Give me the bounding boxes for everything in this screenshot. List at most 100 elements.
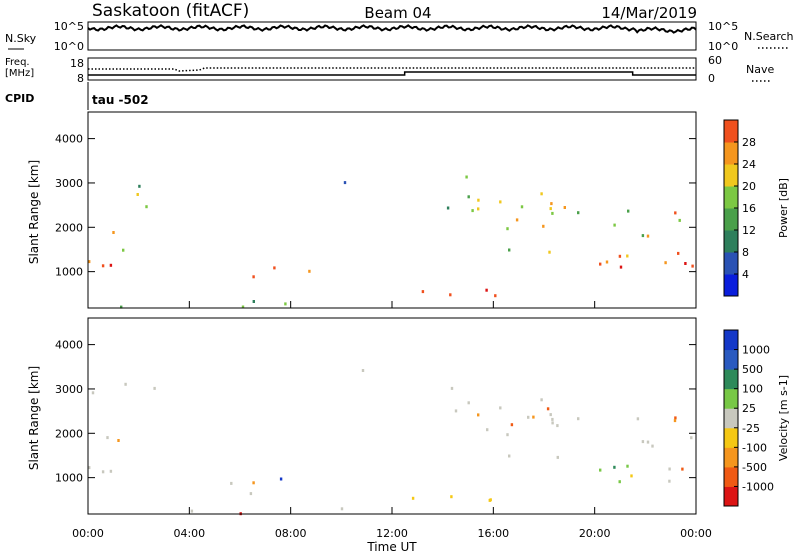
range-cell (678, 218, 681, 222)
range-cell (450, 386, 454, 390)
range-cell (690, 436, 693, 440)
range-cell (361, 369, 365, 372)
range-cell (618, 480, 621, 484)
colorbar-segment (724, 120, 738, 143)
range-cell (454, 409, 458, 413)
range-cell (494, 294, 497, 298)
freq-panel-frame (87, 57, 697, 81)
freq-panel: Freq. [MHz] 18 8 60 0 Nave (5, 54, 774, 85)
freq-trace (88, 71, 696, 76)
cpid-label: CPID (5, 92, 34, 105)
range-cell (664, 261, 667, 265)
range-cell (308, 269, 311, 273)
station-title: Saskatoon (fitACF) (92, 1, 249, 21)
range-cell (343, 181, 347, 185)
range-cell (101, 470, 105, 474)
range-cell (252, 275, 255, 279)
freq-left-tick-bottom: 8 (77, 72, 84, 85)
nave-label: Nave (746, 63, 774, 76)
x-tick-label: 16:00 (477, 527, 509, 540)
colorbar-tick-label: -100 (742, 441, 767, 454)
velocity-y-axis-label: Slant Range [km] (27, 366, 41, 470)
range-cell (486, 428, 489, 432)
freq-right-tick-top: 60 (708, 54, 722, 67)
noise-left-tick-top: 10^5 (54, 20, 84, 33)
range-cell (641, 440, 645, 444)
range-cell (230, 481, 233, 485)
colorbar-segment (724, 369, 738, 390)
range-cell (563, 206, 566, 209)
colorbar-tick-label: 24 (742, 158, 756, 171)
colorbar-tick-label: 28 (742, 136, 756, 149)
colorbar-label: Velocity [m s-1] (777, 375, 790, 461)
colorbar-tick-label: 16 (742, 202, 756, 215)
range-cell (626, 254, 629, 258)
noise-right-tick-bottom: 10^0 (708, 40, 738, 53)
colorbar-segment (724, 427, 738, 448)
range-cell (550, 202, 553, 206)
range-cell (499, 200, 502, 204)
colorbar-frame (723, 329, 739, 507)
time-axis-label: Time UT (366, 540, 417, 554)
freq-left-label-2: [MHz] (5, 68, 34, 79)
y-tick-label: 4000 (55, 339, 83, 352)
cpid-text: tau -502 (92, 93, 149, 107)
noise-right-label: N.Search (744, 30, 794, 43)
noise-trace (87, 24, 697, 34)
colorbar-segment (724, 186, 738, 209)
colorbar-segment (724, 142, 738, 165)
range-cell (506, 227, 509, 231)
range-cell (273, 266, 276, 270)
range-cell (630, 474, 633, 478)
x-tick-label: 00:00 (680, 527, 712, 540)
range-cell (477, 198, 480, 202)
range-cell (450, 495, 453, 499)
range-cell (138, 184, 141, 188)
y-tick-label: 1000 (55, 266, 83, 279)
range-cell (506, 433, 509, 437)
range-cell (540, 192, 543, 196)
range-cell (613, 465, 616, 469)
colorbar-segment (724, 330, 738, 351)
range-cell (651, 444, 654, 448)
y-tick-label: 2000 (55, 221, 83, 234)
range-cell (190, 509, 194, 513)
range-cell (136, 193, 139, 196)
range-cell (117, 439, 120, 442)
range-cell (340, 507, 344, 511)
range-cell (489, 498, 492, 502)
range-cell (471, 209, 474, 213)
colorbar-tick-label: 20 (742, 180, 756, 193)
noise-left-tick-bottom: 10^0 (54, 40, 84, 53)
range-cell (515, 218, 519, 222)
colorbar-segment (724, 252, 738, 275)
noise-panel: N.Sky 10^5 10^0 10^5 10^0 N.Search (5, 20, 794, 53)
x-tick-label: 00:00 (72, 527, 104, 540)
range-cell (467, 401, 470, 405)
range-cell (477, 207, 480, 211)
velocity-panel-frame (87, 317, 697, 515)
range-cell (549, 413, 552, 417)
date-title: 14/Mar/2019 (601, 4, 697, 22)
colorbar-tick-label: 500 (742, 363, 763, 376)
range-cell (546, 407, 550, 411)
range-cell (449, 293, 452, 297)
x-tick-label: 08:00 (275, 527, 307, 540)
range-cell (252, 300, 255, 303)
power-panel-frame (87, 111, 697, 309)
x-tick-label: 20:00 (579, 527, 611, 540)
freq-right-tick-bottom: 0 (708, 72, 715, 85)
range-cell (613, 223, 616, 227)
colorbar-tick-label: 1000 (742, 344, 770, 357)
power-panel: 1000 2000 3000 4000 Slant Range [km] 4 8 12 16… (27, 111, 790, 309)
range-cell (548, 250, 551, 254)
power-y-ticks: 1000 2000 3000 4000 (55, 133, 696, 279)
range-cell (532, 415, 535, 419)
range-cell (153, 386, 156, 390)
range-cell (551, 417, 554, 421)
colorbar-segment (724, 388, 738, 409)
power-colorbar: 4 8 12 16 20 24 28 Power [dB] (723, 119, 790, 297)
range-cell (411, 496, 415, 500)
